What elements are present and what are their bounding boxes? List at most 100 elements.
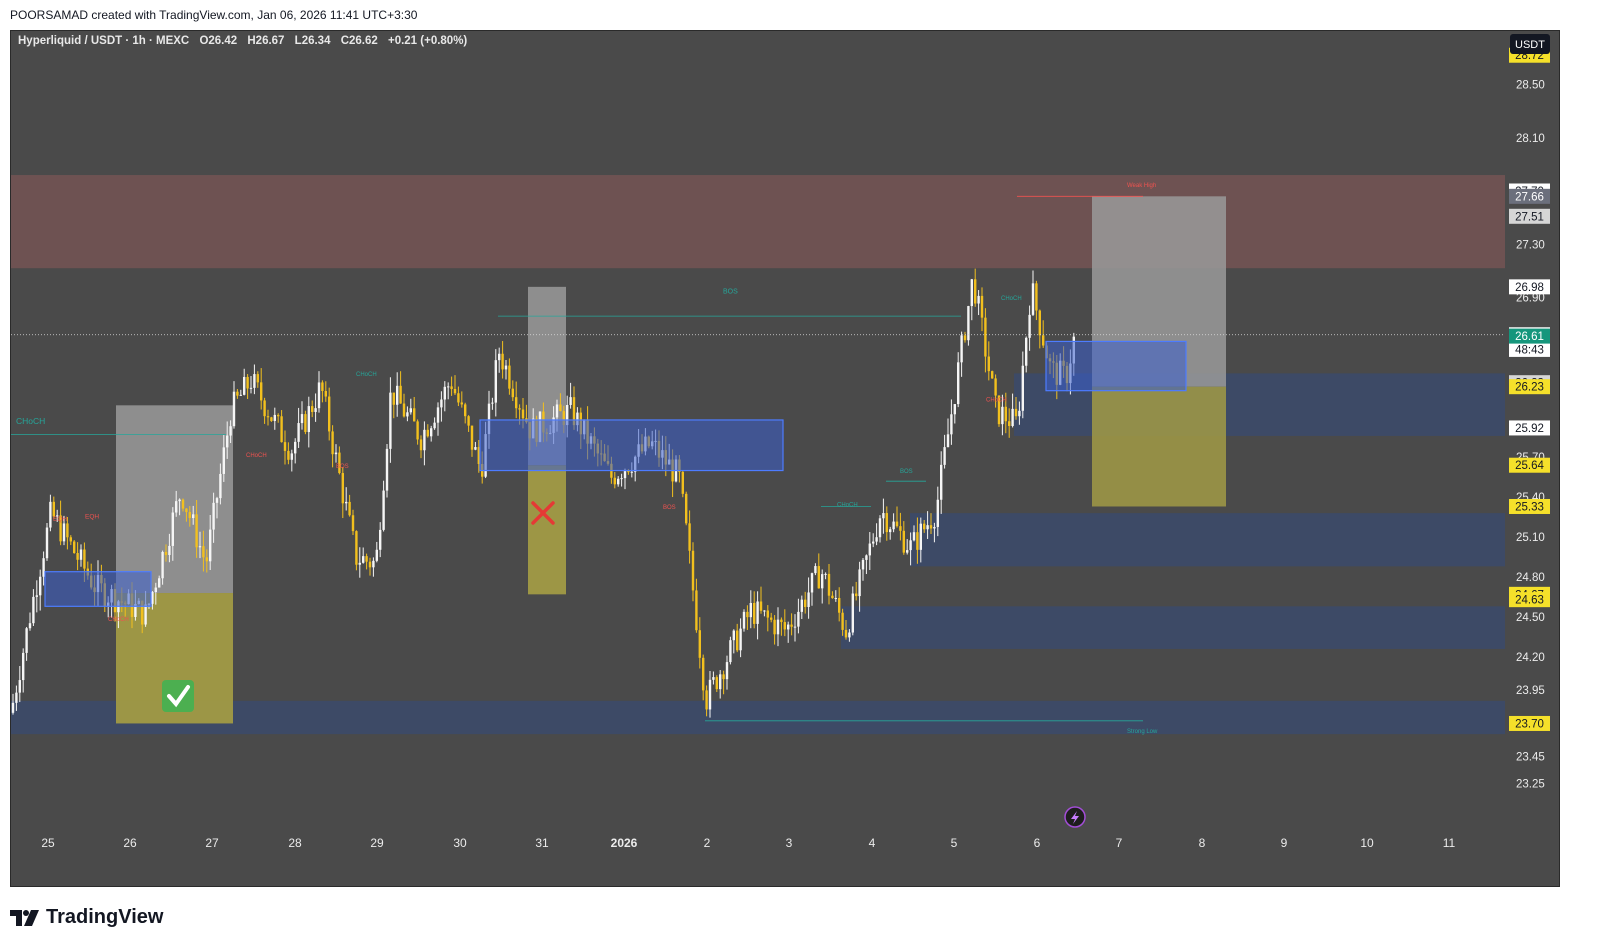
price-tag: 27.66 <box>1509 188 1550 204</box>
candle-body <box>878 518 882 538</box>
candle-body <box>277 414 280 417</box>
candle-body <box>681 471 684 494</box>
symbol-legend: Hyperliquid / USDT · 1h · MEXC O26.42 H2… <box>18 35 474 47</box>
candle-body <box>749 602 752 618</box>
candle-body <box>447 386 450 388</box>
candle-body <box>804 599 807 608</box>
candle-body <box>1014 408 1018 417</box>
candle-body <box>800 599 803 612</box>
order-block <box>1045 340 1187 392</box>
time-tick-label: 28 <box>288 836 302 850</box>
price-tag-box <box>1509 498 1550 514</box>
candle-body <box>627 470 630 473</box>
candle-body <box>974 279 977 304</box>
candle-body <box>943 447 946 465</box>
candle-body <box>1025 337 1028 366</box>
candle-body <box>685 493 688 524</box>
candle-body <box>467 416 470 426</box>
price-tick-label: 23.95 <box>1516 685 1545 697</box>
time-tick-label: 7 <box>1116 836 1123 850</box>
candle-body <box>158 578 161 588</box>
candle-body <box>372 560 375 568</box>
candle-body <box>695 590 698 631</box>
candle-body <box>688 523 691 551</box>
candle-body <box>797 611 800 627</box>
candle-body <box>923 523 926 530</box>
price-tag-box <box>1509 341 1550 357</box>
price-tag: 48:43 <box>1509 341 1550 357</box>
candle-body <box>35 595 38 597</box>
candle-body <box>294 441 297 454</box>
time-tick-label: 25 <box>41 836 55 850</box>
candle-body <box>865 555 868 560</box>
annotation-label: Strong Low <box>1127 729 1158 735</box>
candle-body <box>236 391 239 396</box>
time-tick-label: 27 <box>205 836 219 850</box>
check-mark-icon <box>167 685 190 708</box>
price-tick-label: 27.30 <box>1516 239 1545 251</box>
candle-body <box>222 447 225 474</box>
time-tick-label: 4 <box>869 836 876 850</box>
demand-zone <box>910 513 1505 567</box>
candle-body <box>474 447 477 450</box>
currency-label: USDT <box>1515 39 1545 51</box>
price-tag-label: 25.33 <box>1515 501 1544 513</box>
candle-body <box>508 365 511 389</box>
candle-body <box>494 360 497 403</box>
time-axis[interactable]: 25 26 27 28 29 30 31 2026 2 3 4 5 6 7 8 9 10 11 <box>41 836 1455 850</box>
candle-body <box>205 557 208 562</box>
candle-body <box>423 429 426 451</box>
candle-body <box>209 529 212 562</box>
price-tag-box <box>1509 379 1550 395</box>
candle-body <box>705 690 708 710</box>
candle-body <box>576 412 579 426</box>
order-block <box>479 419 784 472</box>
price-axis[interactable]: 28.5028.1027.3026.9025.7025.4025.1024.80… <box>1509 34 1550 790</box>
time-tick-label: 6 <box>1034 836 1041 850</box>
price-tag: 25.33 <box>1509 498 1550 514</box>
symbol-name[interactable]: Hyperliquid / USDT · 1h · MEXC <box>18 35 190 47</box>
candle-body <box>69 537 72 542</box>
price-tag-label: 26.23 <box>1515 382 1544 394</box>
candle-body <box>725 662 729 680</box>
candle-body <box>59 515 62 542</box>
candle-body <box>18 680 21 693</box>
price-tick-label: 28.10 <box>1516 133 1545 145</box>
candlestick-chart[interactable]: CHoCH EQH EQH BOS CHoCH CHoCH BOS BOS CHoCH BOS We… <box>11 31 1559 886</box>
target-box <box>528 465 566 595</box>
candle-body <box>256 374 259 383</box>
candle-body <box>844 629 848 638</box>
candle-body <box>753 602 756 624</box>
candle-body <box>861 559 865 570</box>
candle-body <box>436 407 440 423</box>
candle-body <box>32 596 35 624</box>
price-tag-label: 48:43 <box>1515 344 1544 356</box>
candle-body <box>963 335 967 341</box>
candle-body <box>984 317 987 357</box>
supply-zone <box>11 175 1505 269</box>
candle-body <box>192 514 195 519</box>
candle-body <box>260 382 263 401</box>
candle-body <box>52 501 55 517</box>
price-tick-label: 23.45 <box>1516 752 1545 764</box>
candle-body <box>154 587 157 593</box>
candle-body <box>263 400 266 417</box>
demand-zone <box>841 606 1505 649</box>
candle-body <box>902 530 905 553</box>
candle-body <box>385 448 389 491</box>
candle-body <box>358 562 361 565</box>
price-tag-label: 24.63 <box>1515 595 1544 607</box>
candle-body <box>722 674 725 680</box>
candle-body <box>559 404 562 412</box>
price-tag-label: 23.70 <box>1515 718 1544 730</box>
candle-body <box>933 526 936 529</box>
target-box <box>1092 386 1226 507</box>
candle-body <box>185 508 188 513</box>
annotation-label: BOS <box>663 505 676 511</box>
chart-pane[interactable]: CHoCH EQH EQH BOS CHoCH CHoCH BOS BOS CHoCH BOS We… <box>10 30 1560 887</box>
candle-body <box>899 526 902 531</box>
candle-body <box>906 550 909 553</box>
price-tag-box <box>1509 188 1550 204</box>
candle-body <box>739 628 742 651</box>
candle-body <box>763 610 766 612</box>
